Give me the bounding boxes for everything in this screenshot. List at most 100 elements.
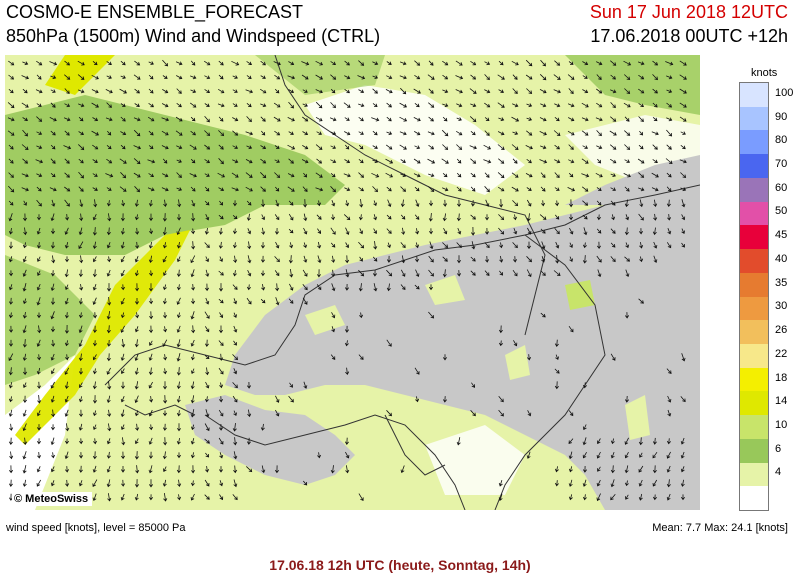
wind-arrow [218,396,224,403]
wind-arrow [400,214,406,220]
wind-arrow [65,214,70,221]
wind-arrow [386,255,392,263]
wind-arrow [134,199,139,207]
wind-arrow [344,60,350,66]
legend-label: 100 [775,86,794,99]
wind-arrow [205,409,210,418]
wind-arrow [512,256,518,263]
legend-swatch [740,367,768,392]
wind-arrow [540,59,546,67]
wind-arrow [232,200,238,207]
legend-label: 45 [775,229,788,242]
wind-arrow [554,368,560,374]
wind-arrow [22,117,29,121]
wind-arrow [540,103,547,108]
wind-arrow [470,256,476,262]
wind-arrow [261,214,266,221]
wind-arrow [190,480,195,487]
wind-arrow [343,102,351,108]
wind-arrow [233,298,238,305]
wind-arrow [512,269,518,277]
wind-arrow [399,61,407,66]
wind-arrow [470,226,476,236]
legend-label: 26 [775,324,788,337]
wind-arrow [22,353,27,361]
wind-arrow [274,214,280,221]
wind-arrow [358,131,364,135]
wind-arrow [638,437,643,446]
wind-arrow [386,61,392,65]
wind-arrow [568,325,574,333]
wind-arrow [106,227,111,236]
wind-arrow [176,75,183,80]
wind-arrow [36,339,41,347]
wind-arrow [553,74,561,80]
wind-arrow [667,409,672,417]
wind-arrow [22,312,27,319]
wind-arrow [148,409,153,417]
wind-arrow [625,269,630,278]
wind-arrow [358,103,365,108]
wind-arrow [92,283,97,291]
wind-arrow [428,186,435,192]
wind-arrow [652,159,658,163]
legend-label: 40 [775,252,788,265]
wind-arrow [527,410,532,417]
legend-swatch [740,154,768,179]
wind-arrow [539,89,547,94]
wind-arrow [554,144,560,150]
wind-arrow [134,410,139,417]
wind-arrow [331,283,336,292]
wind-arrow [526,269,532,278]
wind-arrow [315,144,323,150]
wind-arrow [205,269,210,277]
wind-arrow [414,367,420,375]
wind-arrow [273,116,281,122]
wind-arrow [373,200,377,207]
wind-arrow [120,75,126,79]
wind-arrow [582,200,589,206]
wind-arrow [289,269,294,278]
wind-arrow [63,117,71,122]
wind-arrow [469,116,477,123]
wind-arrow [177,494,182,501]
wind-arrow [681,242,685,248]
wind-arrow [8,297,14,305]
wind-arrow [78,409,84,418]
wind-arrow [288,228,294,234]
wind-arrow [301,61,310,66]
wind-arrow [8,158,14,164]
wind-arrow [331,214,336,221]
wind-arrow [65,284,69,291]
wind-arrow [428,213,433,222]
wind-arrow [134,88,140,94]
wind-arrow [415,396,420,403]
wind-arrow [106,465,111,473]
wind-arrow [414,102,420,108]
wind-arrow [386,116,392,122]
wind-arrow [428,60,434,66]
wind-arrow [7,117,15,122]
wind-arrow [582,465,588,473]
wind-arrow [148,255,153,263]
wind-arrow [624,186,630,192]
wind-arrow [120,284,126,291]
wind-arrow [78,131,84,136]
wind-arrow [679,159,687,164]
wind-arrow [120,466,126,473]
wind-arrow [106,200,111,207]
wind-arrow [218,227,223,235]
wind-arrow [317,452,322,459]
wind-arrow [582,214,588,220]
wind-arrow [623,173,631,178]
wind-arrow [679,60,687,66]
wind-arrow [498,396,504,403]
wind-arrow [162,339,168,347]
wind-arrow [261,465,266,474]
wind-arrow [428,102,435,108]
wind-arrow [428,200,434,207]
wind-arrows [7,59,687,502]
wind-arrow [21,144,29,150]
wind-arrow [344,340,349,347]
wind-arrow [148,102,154,108]
